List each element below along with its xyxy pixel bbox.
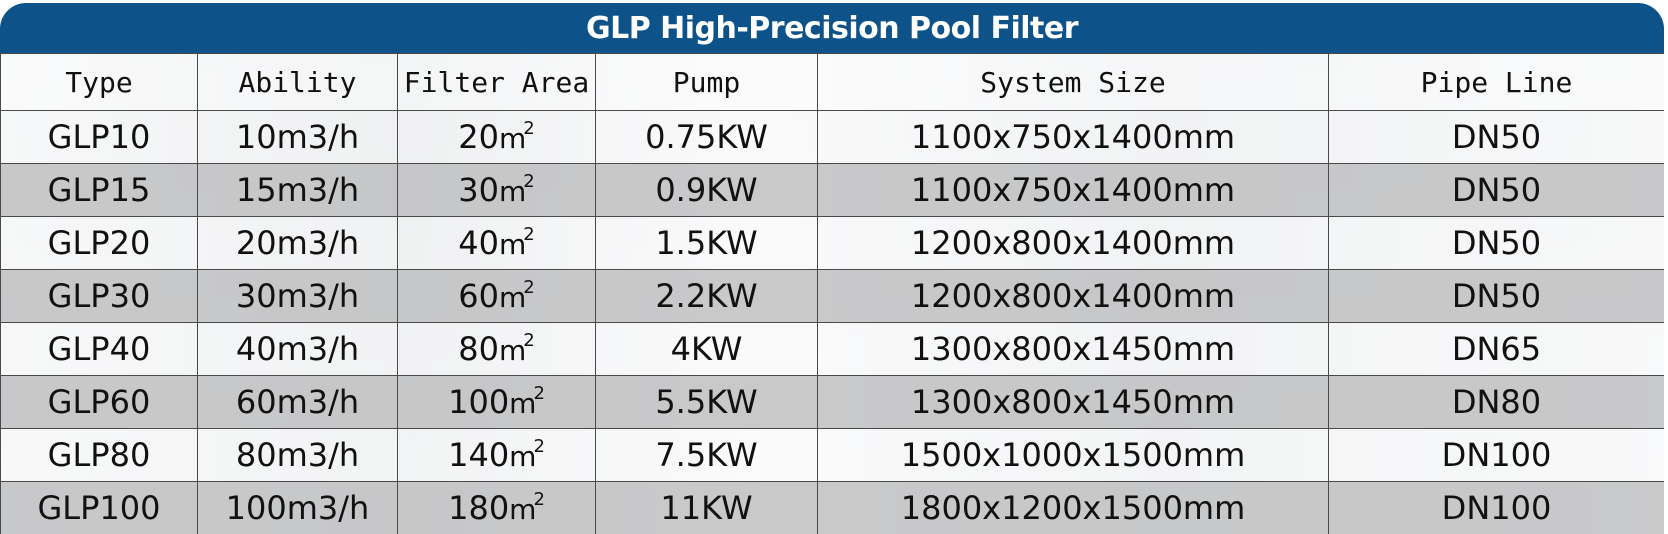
- cell-filter-area: 60m2: [397, 269, 596, 323]
- cell-pump: 0.75KW: [595, 110, 818, 164]
- column-header-pump: Pump: [595, 53, 818, 111]
- cell-system-size: 1300x800x1450mm: [817, 375, 1329, 429]
- area-unit: m: [498, 334, 527, 367]
- cell-pump: 0.9KW: [595, 163, 818, 217]
- page-title: GLP High-Precision Pool Filter: [585, 10, 1079, 46]
- cell-filter-area: 40m2: [397, 216, 596, 270]
- filter-area-value: 80: [458, 330, 499, 368]
- cell-pump: 5.5KW: [595, 375, 818, 429]
- cell-type: GLP100: [0, 481, 198, 534]
- cell-filter-area: 100m2: [397, 375, 596, 429]
- cell-pipe-line: DN50: [1328, 110, 1664, 164]
- cell-system-size: 1100x750x1400mm: [817, 163, 1329, 217]
- table-row: GLP30 30m3/h 60m2 2.2KW 1200x800x1400mm DN50: [0, 269, 1664, 323]
- table-row: GLP80 80m3/h 140m2 7.5KW 1500x1000x1500mm DN1…: [0, 428, 1664, 482]
- cell-system-size: 1100x750x1400mm: [817, 110, 1329, 164]
- cell-pipe-line: DN50: [1328, 216, 1664, 270]
- cell-system-size: 1800x1200x1500mm: [817, 481, 1329, 534]
- cell-ability: 100m3/h: [197, 481, 398, 534]
- cell-filter-area: 20m2: [397, 110, 596, 164]
- table-row: GLP100 100m3/h 180m2 11KW 1800x1200x1500mm DN…: [0, 481, 1664, 534]
- area-unit: m: [498, 122, 527, 155]
- area-exponent: 2: [523, 330, 535, 351]
- cell-ability: 60m3/h: [197, 375, 398, 429]
- cell-ability: 30m3/h: [197, 269, 398, 323]
- area-exponent: 2: [523, 118, 535, 139]
- cell-pump: 1.5KW: [595, 216, 818, 270]
- cell-pipe-line: DN100: [1328, 481, 1664, 534]
- cell-system-size: 1200x800x1400mm: [817, 216, 1329, 270]
- cell-type: GLP10: [0, 110, 198, 164]
- table-row: GLP20 20m3/h 40m2 1.5KW 1200x800x1400mm DN50: [0, 216, 1664, 270]
- area-unit: m: [498, 175, 527, 208]
- area-exponent: 2: [523, 171, 535, 192]
- area-exponent: 2: [523, 224, 535, 245]
- cell-pump: 2.2KW: [595, 269, 818, 323]
- filter-area-value: 140: [448, 436, 510, 474]
- column-header-filter-area: Filter Area: [397, 53, 596, 111]
- filter-area-value: 60: [458, 277, 499, 315]
- column-header-type: Type: [0, 53, 198, 111]
- cell-filter-area: 180m2: [397, 481, 596, 534]
- cell-pump: 7.5KW: [595, 428, 818, 482]
- cell-system-size: 1500x1000x1500mm: [817, 428, 1329, 482]
- cell-filter-area: 140m2: [397, 428, 596, 482]
- area-exponent: 2: [533, 436, 545, 457]
- cell-type: GLP80: [0, 428, 198, 482]
- cell-system-size: 1200x800x1400mm: [817, 269, 1329, 323]
- cell-pipe-line: DN50: [1328, 163, 1664, 217]
- cell-filter-area: 80m2: [397, 322, 596, 376]
- cell-pump: 4KW: [595, 322, 818, 376]
- table-row: GLP40 40m3/h 80m2 4KW 1300x800x1450mm DN65: [0, 322, 1664, 376]
- table-row: GLP15 15m3/h 30m2 0.9KW 1100x750x1400mm DN50: [0, 163, 1664, 217]
- area-exponent: 2: [523, 277, 535, 298]
- cell-type: GLP30: [0, 269, 198, 323]
- cell-ability: 40m3/h: [197, 322, 398, 376]
- cell-pipe-line: DN65: [1328, 322, 1664, 376]
- column-header-ability: Ability: [197, 53, 398, 111]
- cell-ability: 80m3/h: [197, 428, 398, 482]
- area-exponent: 2: [533, 489, 545, 510]
- header-row: Type Ability Filter Area Pump System Siz…: [0, 53, 1664, 111]
- cell-ability: 20m3/h: [197, 216, 398, 270]
- cell-type: GLP20: [0, 216, 198, 270]
- table-row: GLP10 10m3/h 20m2 0.75KW 1100x750x1400mm DN50: [0, 110, 1664, 164]
- filter-area-value: 30: [458, 171, 499, 209]
- table-body: GLP10 10m3/h 20m2 0.75KW 1100x750x1400mm DN50…: [0, 110, 1664, 534]
- area-exponent: 2: [533, 383, 545, 404]
- table-row: GLP60 60m3/h 100m2 5.5KW 1300x800x1450mm DN80: [0, 375, 1664, 429]
- cell-type: GLP40: [0, 322, 198, 376]
- area-unit: m: [509, 493, 537, 526]
- column-header-pipe-line: Pipe Line: [1328, 53, 1664, 111]
- cell-pipe-line: DN80: [1328, 375, 1664, 429]
- area-unit: m: [498, 281, 527, 314]
- filter-area-value: 40: [458, 224, 499, 262]
- spec-table: Type Ability Filter Area Pump System Siz…: [0, 53, 1664, 534]
- area-unit: m: [509, 387, 537, 420]
- spec-card: GLP High-Precision Pool Filter Type Abil…: [0, 3, 1664, 534]
- filter-area-value: 20: [458, 118, 499, 156]
- filter-area-value: 100: [448, 383, 510, 421]
- filter-area-value: 180: [448, 489, 510, 527]
- cell-pipe-line: DN50: [1328, 269, 1664, 323]
- cell-ability: 10m3/h: [197, 110, 398, 164]
- cell-pipe-line: DN100: [1328, 428, 1664, 482]
- title-bar: GLP High-Precision Pool Filter: [0, 3, 1664, 53]
- cell-system-size: 1300x800x1450mm: [817, 322, 1329, 376]
- column-header-system-size: System Size: [817, 53, 1329, 111]
- cell-type: GLP15: [0, 163, 198, 217]
- cell-filter-area: 30m2: [397, 163, 596, 217]
- area-unit: m: [498, 228, 527, 261]
- cell-type: GLP60: [0, 375, 198, 429]
- area-unit: m: [509, 440, 537, 473]
- cell-pump: 11KW: [595, 481, 818, 534]
- cell-ability: 15m3/h: [197, 163, 398, 217]
